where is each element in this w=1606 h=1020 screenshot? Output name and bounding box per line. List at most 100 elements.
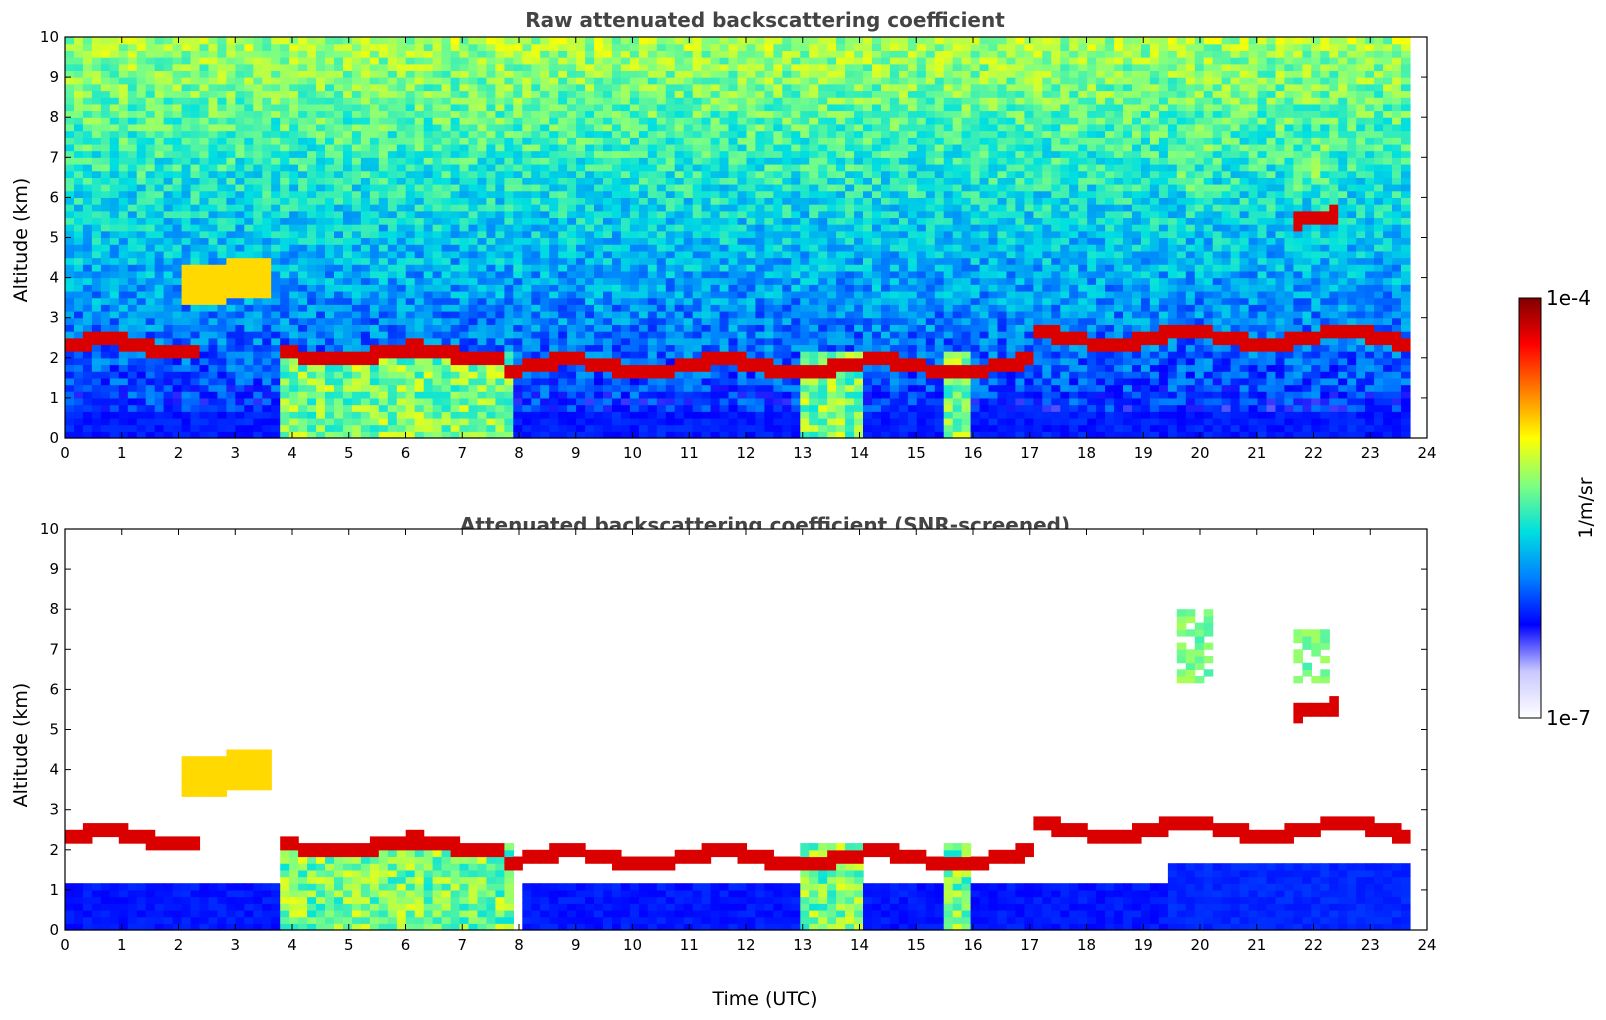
- heatmap-cell: [127, 364, 138, 372]
- heatmap-cell: [549, 384, 559, 392]
- heatmap-cell: [109, 424, 120, 432]
- heatmap-cell: [405, 50, 416, 58]
- heatmap-cell: [755, 50, 765, 58]
- heatmap-cell: [567, 63, 577, 71]
- heatmap-cell: [719, 150, 730, 158]
- heatmap-cell: [728, 311, 739, 319]
- heatmap-cell: [208, 164, 219, 172]
- heatmap-cell: [109, 391, 120, 399]
- heatmap-cell: [594, 177, 604, 185]
- heatmap-cell: [764, 117, 774, 125]
- heatmap-cell: [603, 117, 613, 125]
- heatmap-cell: [665, 117, 676, 125]
- heatmap-cell: [441, 384, 452, 392]
- heatmap-cell: [773, 397, 783, 406]
- heatmap-cell: [647, 210, 658, 219]
- heatmap-cell: [387, 210, 398, 219]
- heatmap-cell: [360, 404, 371, 412]
- heatmap-cell: [692, 331, 703, 339]
- heatmap-cell: [100, 284, 111, 292]
- heatmap-cell: [109, 384, 120, 392]
- heatmap-cell: [746, 277, 757, 285]
- heatmap-cell: [656, 57, 667, 65]
- heatmap-cell: [450, 417, 461, 426]
- heatmap-cell: [378, 150, 389, 158]
- heatmap-cell: [396, 270, 407, 279]
- heatmap-cell: [620, 264, 631, 272]
- heatmap-cell: [199, 337, 210, 346]
- heatmap-cell: [181, 257, 192, 265]
- heatmap-cell: [262, 417, 272, 426]
- heatmap-cell: [495, 204, 505, 212]
- heatmap-cell: [728, 257, 739, 265]
- heatmap-cell: [199, 110, 210, 118]
- heatmap-cell: [127, 184, 138, 192]
- heatmap-cell: [127, 50, 138, 58]
- heatmap-cell: [432, 157, 443, 165]
- heatmap-cell: [612, 230, 622, 239]
- heatmap-cell: [549, 351, 559, 359]
- heatmap-cell: [208, 337, 219, 346]
- heatmap-cell: [567, 297, 577, 305]
- heatmap-cell: [468, 397, 479, 406]
- heatmap-cell: [334, 291, 344, 299]
- heatmap-cell: [253, 177, 263, 185]
- heatmap-cell: [65, 57, 75, 65]
- heatmap-cell: [172, 364, 183, 372]
- panel-raw-plot-area: [65, 37, 1427, 439]
- heatmap-cell: [638, 117, 649, 125]
- heatmap-cell: [172, 404, 183, 412]
- heatmap-cell: [638, 164, 649, 172]
- heatmap-cell: [109, 291, 120, 299]
- heatmap-cell: [531, 250, 541, 259]
- heatmap-cell: [423, 377, 434, 386]
- heatmap-cell: [683, 63, 694, 71]
- heatmap-cell: [298, 357, 308, 366]
- heatmap-cell: [746, 311, 757, 319]
- heatmap-cell: [432, 217, 443, 225]
- heatmap-cell: [65, 411, 75, 419]
- heatmap-cell: [782, 70, 792, 78]
- heatmap-cell: [118, 230, 129, 239]
- heatmap-cell: [782, 397, 792, 406]
- heatmap-cell: [91, 57, 102, 65]
- heatmap-cell: [343, 97, 353, 105]
- heatmap-cell: [82, 117, 93, 125]
- heatmap-cell: [74, 63, 84, 71]
- heatmap-cell: [459, 344, 470, 352]
- heatmap-cell: [567, 137, 577, 145]
- heatmap-cell: [719, 351, 730, 359]
- heatmap-cell: [737, 311, 748, 319]
- heatmap-cell: [289, 304, 299, 312]
- heatmap-cell: [638, 77, 649, 85]
- heatmap-cell: [612, 123, 622, 132]
- heatmap-cell: [692, 277, 703, 285]
- heatmap-cell: [217, 417, 227, 426]
- heatmap-cell: [360, 177, 371, 185]
- heatmap-cell: [755, 297, 765, 305]
- heatmap-cell: [728, 284, 739, 292]
- heatmap-cell: [262, 137, 272, 145]
- heatmap-cell: [665, 143, 676, 152]
- heatmap-cell: [396, 284, 407, 292]
- heatmap-cell: [531, 190, 541, 198]
- heatmap-cell: [271, 43, 281, 51]
- heatmap-cell: [558, 411, 568, 419]
- heatmap-cell: [387, 170, 398, 178]
- heatmap-cell: [172, 424, 183, 432]
- heatmap-cell: [351, 157, 362, 165]
- heatmap-cell: [432, 317, 443, 325]
- heatmap-cell: [405, 230, 416, 239]
- heatmap-cell: [136, 277, 147, 285]
- heatmap-cell: [226, 50, 236, 58]
- heatmap-cell: [567, 123, 577, 132]
- heatmap-cell: [325, 103, 335, 112]
- heatmap-cell: [665, 291, 676, 299]
- heatmap-cell: [163, 411, 174, 419]
- heatmap-cell: [755, 391, 765, 399]
- heatmap-cell: [459, 270, 470, 279]
- heatmap-cell: [674, 244, 685, 252]
- heatmap-cell: [477, 117, 488, 125]
- heatmap-cell: [495, 57, 505, 65]
- heatmap-cell: [65, 197, 75, 205]
